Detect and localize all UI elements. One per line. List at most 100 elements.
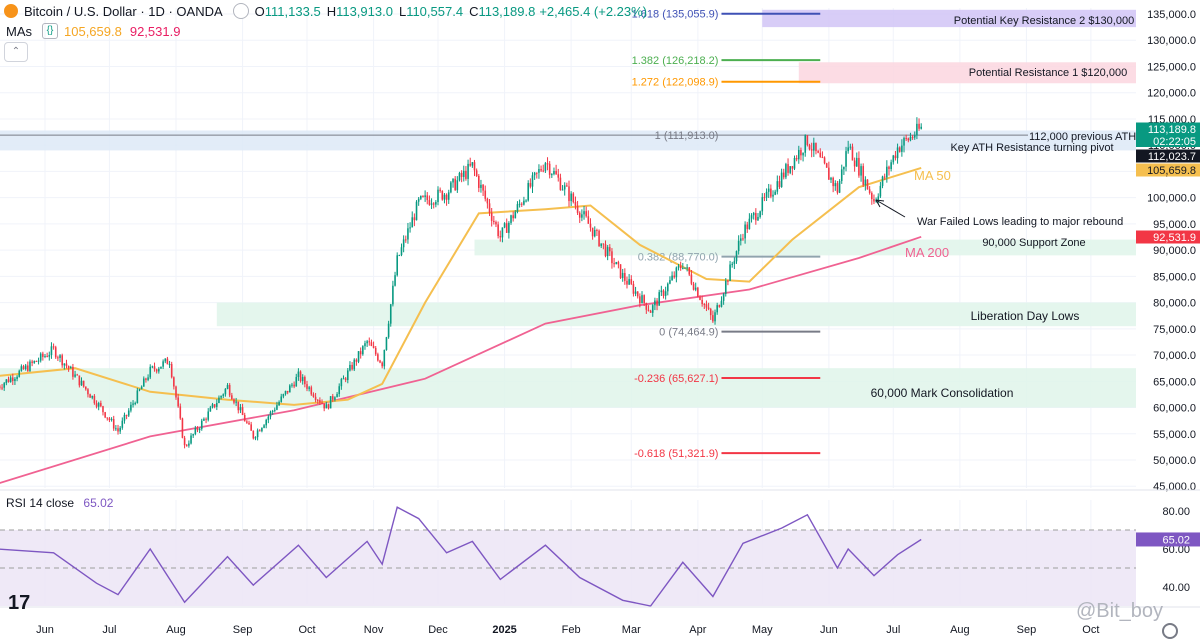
candle-body: [218, 397, 220, 404]
candle-body: [860, 166, 862, 176]
candle-body: [830, 177, 832, 180]
candle-body: [59, 355, 61, 358]
candle-body: [54, 347, 57, 358]
candle-body: [602, 243, 605, 245]
candle-body: [800, 149, 802, 156]
candle-body: [39, 353, 42, 361]
price-axis-bg: [1136, 0, 1200, 637]
candle-body: [458, 172, 461, 181]
candle-body: [222, 394, 225, 396]
candle-body: [44, 355, 46, 357]
ma-legend: MAs {} 105,659.8 92,531.9: [0, 22, 180, 40]
symbol-icon[interactable]: [4, 4, 18, 18]
rsi-value-tag-label: 65.02: [1162, 534, 1190, 546]
candle-body: [291, 384, 293, 386]
candle-body: [566, 185, 568, 187]
candle-body: [392, 285, 394, 305]
candle-body: [63, 363, 66, 366]
candle-body: [471, 162, 474, 166]
collapse-legend-icon[interactable]: ⌃: [4, 42, 28, 62]
candle-body: [720, 300, 723, 307]
candle-body: [718, 305, 721, 307]
war-lows-annotation: War Failed Lows leading to major rebound: [917, 216, 1123, 228]
candle-body: [836, 183, 839, 193]
candle-body: [276, 405, 278, 410]
candle-body: [918, 123, 920, 129]
candle-body: [658, 292, 660, 306]
candle-body: [205, 418, 207, 420]
candle-body: [666, 283, 669, 292]
candle-body: [493, 220, 495, 223]
candle-body: [776, 181, 779, 192]
candle-body: [282, 394, 285, 397]
candle-body: [246, 421, 248, 423]
y-axis-tick-label: 125,000.0: [1147, 61, 1196, 73]
candle-body: [555, 170, 557, 175]
x-axis-tick-label: Aug: [950, 624, 970, 636]
candle-body: [527, 183, 529, 201]
candle-body: [740, 238, 742, 241]
candle-body: [591, 227, 594, 237]
close-value: 113,189.8: [478, 3, 536, 19]
status-dot-icon[interactable]: [232, 3, 249, 19]
candle-body: [855, 157, 858, 167]
candle-body: [729, 264, 731, 281]
candle-body: [514, 211, 517, 219]
candle-body: [520, 203, 523, 205]
rsi-tick-label: 40.00: [1162, 582, 1190, 594]
candle-body: [362, 346, 364, 355]
candle-body: [499, 236, 502, 238]
candle-body: [898, 147, 901, 152]
candle-body: [563, 185, 566, 190]
candle-body: [548, 163, 551, 175]
candle-body: [858, 157, 860, 176]
candle-body: [682, 267, 684, 269]
candle-body: [142, 378, 145, 387]
candle-body: [821, 157, 824, 159]
candle-body: [312, 394, 315, 397]
candle-body: [535, 172, 538, 174]
candle-body: [581, 214, 583, 218]
x-axis-tick-label: Aug: [166, 624, 186, 636]
ma-visibility-toggle-icon[interactable]: {}: [42, 23, 58, 39]
candle-body: [170, 364, 173, 378]
candle-body: [673, 275, 676, 278]
candle-body: [765, 191, 768, 198]
candle-body: [409, 227, 411, 229]
candle-body: [647, 309, 650, 311]
rsi-line: [0, 506, 922, 607]
x-axis-tick-label: Oct: [1082, 624, 1099, 636]
candle-body: [903, 137, 905, 146]
candle-body: [357, 351, 360, 362]
candle-body: [284, 390, 287, 395]
candle-body: [630, 279, 633, 284]
candle-body: [364, 343, 366, 347]
candle-body: [237, 401, 240, 411]
candle-body: [338, 386, 341, 395]
candle-body: [216, 403, 218, 407]
candle-body: [553, 170, 555, 175]
candle-body: [574, 202, 577, 206]
candle-body: [385, 337, 388, 350]
y-axis-tick-label: 130,000.0: [1147, 35, 1196, 47]
candle-body: [5, 379, 8, 384]
price-tag-label: 105,659.8: [1147, 165, 1196, 177]
candle-body: [767, 188, 770, 192]
candle-body: [383, 349, 386, 367]
candle-body: [213, 404, 216, 407]
candle-body: [780, 172, 783, 187]
candle-body: [102, 406, 104, 413]
candle-body: [804, 135, 807, 153]
zone-rect: [762, 9, 1136, 28]
candle-body: [733, 261, 736, 264]
candle-body: [778, 181, 781, 187]
candle-body: [115, 428, 117, 430]
ma-legend-label[interactable]: MAs: [6, 23, 32, 39]
symbol-title[interactable]: Bitcoin / U.S. Dollar · 1D · OANDA: [24, 3, 223, 19]
candle-body: [209, 407, 212, 412]
candle-body: [911, 136, 914, 138]
candle-body: [9, 377, 12, 383]
candle-body: [542, 170, 545, 172]
x-axis-tick-label: Jul: [102, 624, 116, 636]
